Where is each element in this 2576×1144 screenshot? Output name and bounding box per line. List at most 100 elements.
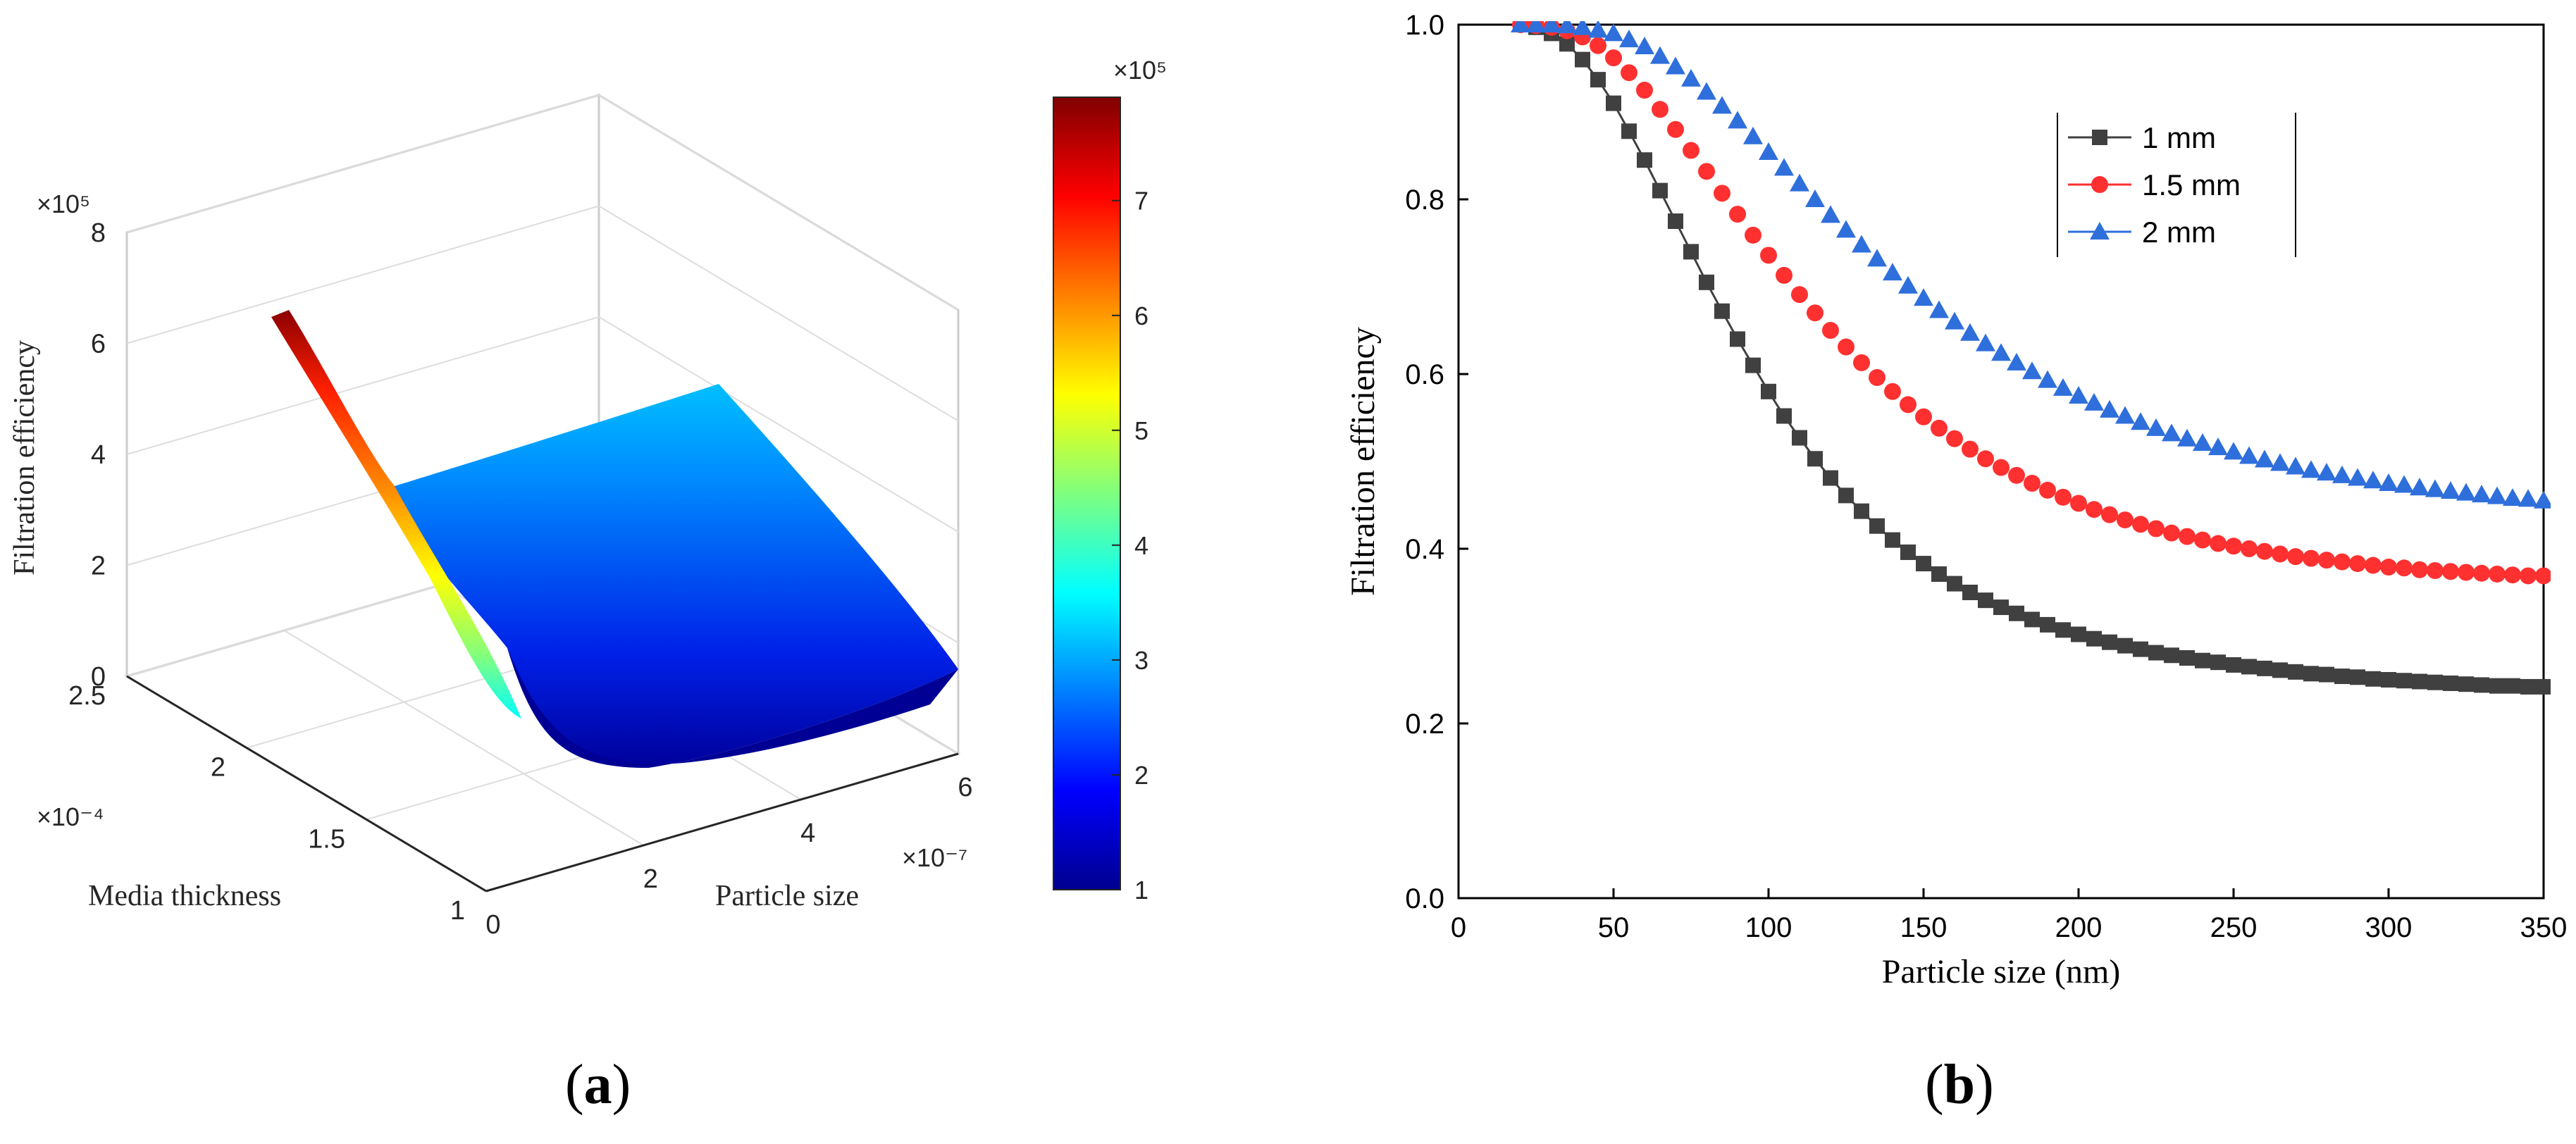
data-point-1-mm <box>1590 72 1606 88</box>
data-point-1-mm <box>2458 676 2474 692</box>
y-tick-label: 1.0 <box>1405 10 1444 41</box>
data-point-2-mm <box>1914 288 1933 306</box>
caption-b-letter: b <box>1943 1054 1976 1116</box>
data-point-1-5-mm <box>2287 548 2304 566</box>
data-point-1-5-mm <box>2303 549 2320 567</box>
data-point-2-mm <box>1759 142 1778 161</box>
data-point-1-5-mm <box>1977 450 1994 468</box>
data-point-1-mm <box>2055 622 2071 638</box>
data-point-1-mm <box>2350 669 2365 685</box>
data-point-2-mm <box>1867 249 1887 267</box>
data-point-2-mm <box>1945 311 1964 330</box>
data-point-2-mm <box>2162 423 2181 442</box>
data-point-1-mm <box>1668 213 1683 229</box>
data-point-2-mm <box>1666 56 1685 75</box>
y-tick-label: 2 <box>211 753 225 783</box>
z-tick-label: 4 <box>91 440 106 470</box>
y-axis-label: Media thickness <box>88 880 281 912</box>
data-point-1-5-mm <box>2349 555 2366 573</box>
x-tick-label: 100 <box>1745 912 1792 943</box>
data-point-1-5-mm <box>2411 561 2428 578</box>
data-point-1-mm <box>2024 611 2040 628</box>
surface-ridge <box>271 310 521 719</box>
data-point-1-mm <box>2443 675 2458 691</box>
colorbar-ticks: 1 2 3 4 5 6 7 <box>1112 187 1148 904</box>
data-point-2-mm <box>2332 465 2352 483</box>
data-point-2-mm <box>2239 446 2259 464</box>
data-point-1-mm <box>2381 672 2396 688</box>
data-point-1-5-mm <box>2194 531 2211 549</box>
legend-marker-2-mm <box>2090 222 2110 240</box>
data-point-2-mm <box>2022 361 2042 380</box>
data-point-1-5-mm <box>2024 475 2041 492</box>
data-point-2-mm <box>2379 473 2398 491</box>
data-point-1-mm <box>2365 671 2381 687</box>
data-point-1-mm <box>1993 599 2009 616</box>
data-point-1-5-mm <box>1698 163 1715 180</box>
data-point-2-mm <box>2534 490 2551 509</box>
data-point-1-mm <box>1776 408 1792 424</box>
data-point-2-mm <box>1929 300 1949 318</box>
data-point-2-mm <box>2007 352 2026 371</box>
series-1-mm <box>1513 21 2551 695</box>
data-point-2-mm <box>1976 333 1995 352</box>
data-point-1-mm <box>1745 357 1761 373</box>
x-axis-label: Particle size <box>715 880 859 912</box>
data-point-2-mm <box>1557 21 1577 34</box>
data-point-1-5-mm <box>1946 430 1963 447</box>
data-point-2-mm <box>1898 275 1918 294</box>
data-point-1-5-mm <box>2334 553 2351 571</box>
data-point-2-mm <box>2394 475 2414 493</box>
data-point-1-5-mm <box>2442 563 2459 580</box>
data-point-1-5-mm <box>1807 304 1823 322</box>
data-point-1-mm <box>2427 674 2443 690</box>
data-point-1-5-mm <box>1652 101 1668 118</box>
data-point-2-mm <box>1712 96 1732 114</box>
data-point-1-mm <box>1931 566 1947 582</box>
data-point-1-5-mm <box>2535 567 2551 585</box>
x-tick-label: 4 <box>800 819 815 848</box>
data-point-1-mm <box>1978 592 1993 609</box>
z-gridline <box>126 316 600 455</box>
data-point-1-5-mm <box>1791 286 1808 304</box>
data-point-2-mm <box>1743 126 1763 144</box>
data-point-1-mm <box>1621 123 1637 139</box>
data-point-1-5-mm <box>1714 185 1730 202</box>
data-point-2-mm <box>1604 23 1623 42</box>
data-point-2-mm <box>2224 442 2243 460</box>
data-point-1-mm <box>2505 678 2520 694</box>
x-tick-label: 300 <box>2365 912 2413 943</box>
data-point-2-mm <box>1681 68 1701 87</box>
data-point-2-mm <box>1790 173 1809 192</box>
data-point-2-mm <box>1805 189 1825 207</box>
data-point-2-mm <box>2503 488 2522 506</box>
y-axis-label: Filtration efficiency <box>1344 327 1382 596</box>
data-point-1-mm <box>1575 51 1590 68</box>
y-tick-label: 0.0 <box>1405 883 1444 914</box>
data-point-1-5-mm <box>2427 562 2444 579</box>
data-point-1-mm <box>2241 659 2257 675</box>
x-tick-label: 0 <box>485 910 500 940</box>
data-point-1-5-mm <box>2132 516 2149 533</box>
y-tick-label: 1 <box>450 896 465 926</box>
data-point-1-5-mm <box>2179 528 2196 545</box>
data-point-2-mm <box>2363 471 2383 489</box>
colorbar-tick-label: 4 <box>1134 531 1148 560</box>
data-point-2-mm <box>1635 37 1654 54</box>
data-point-2-mm <box>2208 437 2228 456</box>
z-axis-ticks: 0 2 4 6 8 <box>91 218 106 692</box>
x-tick-label: 200 <box>2055 912 2103 943</box>
data-point-1-mm <box>2226 657 2241 673</box>
data-point-1-5-mm <box>1590 37 1606 54</box>
data-point-1-mm <box>1854 503 1869 519</box>
data-point-1-mm <box>1962 585 1978 600</box>
data-point-2-mm <box>1991 343 2011 361</box>
z-tick-label: 8 <box>91 218 106 248</box>
data-point-1-5-mm <box>2473 564 2490 582</box>
data-point-2-mm <box>2131 412 2150 430</box>
data-point-1-5-mm <box>2039 481 2056 499</box>
data-point-2-mm <box>1883 263 1902 281</box>
x-gridline <box>283 630 644 846</box>
x-tick-label: 2 <box>643 864 658 894</box>
data-point-2-mm <box>1650 46 1670 64</box>
